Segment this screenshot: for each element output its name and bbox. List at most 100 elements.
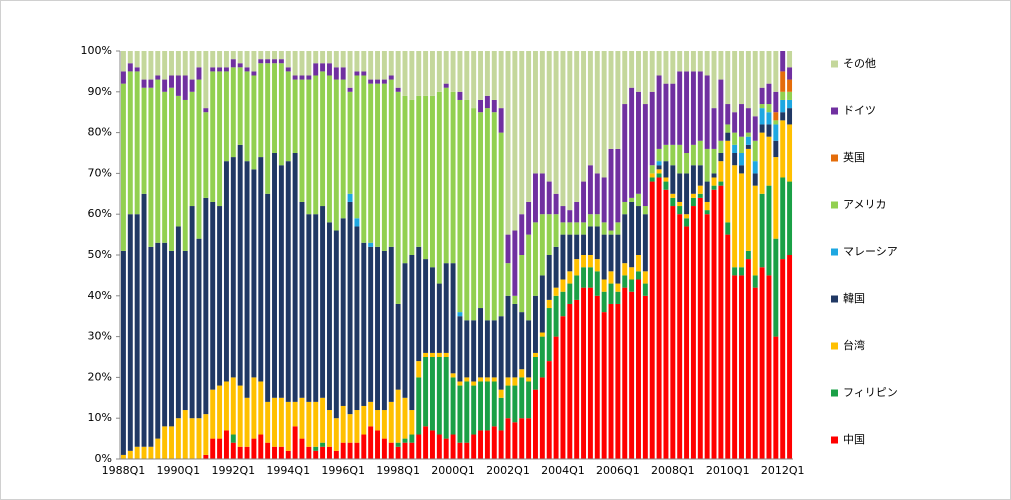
bar-segment [636, 91, 641, 194]
bar-segment [697, 140, 703, 166]
bar-segment [491, 320, 497, 378]
bar-segment [368, 242, 374, 247]
bar-segment [313, 63, 319, 76]
bar-segment [553, 51, 559, 194]
bar-segment [505, 263, 511, 296]
bar-segment [223, 161, 229, 382]
bar-segment [436, 51, 442, 92]
bar-segment [581, 267, 587, 288]
bar-segment [560, 206, 566, 223]
bar-segment [141, 79, 147, 88]
bar-segment [127, 51, 133, 64]
bar-segment [354, 226, 360, 411]
bar-segment [567, 271, 573, 284]
bar-segment [567, 234, 573, 272]
bar-segment [182, 410, 188, 459]
bar-segment [608, 51, 614, 149]
bar-segment [272, 446, 277, 459]
bar-segment [787, 124, 793, 182]
bar-segment [745, 259, 751, 459]
bar-segment [127, 71, 133, 215]
bar-segment [134, 446, 140, 459]
bar-segment [574, 259, 580, 276]
bar-segment [663, 161, 669, 178]
bar-segment [526, 381, 532, 419]
bar-segment [677, 144, 683, 174]
bar-segment [484, 95, 490, 109]
bar-segment [512, 51, 518, 231]
bar-segment [787, 51, 793, 68]
bar-segment [759, 132, 765, 194]
bar-segment [546, 361, 552, 459]
bar-segment [608, 230, 614, 235]
bar-segment [265, 401, 271, 443]
legend-swatch [831, 389, 838, 397]
bar-segment [127, 63, 133, 72]
bar-segment [381, 79, 387, 84]
bar-segment [519, 214, 525, 255]
bar-segment [230, 51, 236, 60]
bar-segment [244, 397, 250, 447]
bar-segment [402, 442, 408, 459]
bar-segment [732, 132, 738, 145]
bar-segment [704, 148, 710, 182]
bar-segment [223, 71, 229, 162]
bar-segment [601, 177, 607, 223]
bar-segment [766, 185, 772, 276]
bar-segment [416, 95, 422, 247]
bar-segment [478, 430, 484, 459]
bar-segment [443, 51, 449, 84]
bar-segment [326, 222, 332, 411]
bar-segment [375, 79, 380, 84]
bar-segment [526, 201, 532, 235]
bar-segment [725, 234, 731, 459]
bar-segment [704, 51, 710, 76]
bar-segment [587, 165, 593, 215]
bar-segment [533, 295, 538, 353]
bar-segment [512, 303, 518, 378]
bar-segment [498, 132, 504, 317]
bar-segment [690, 71, 696, 145]
bar-segment [340, 218, 346, 406]
bar-segment [759, 51, 765, 88]
bar-segment [436, 434, 442, 459]
x-tick-label: 2004Q1 [541, 464, 585, 477]
bar-segment [670, 51, 676, 84]
bar-segment [237, 144, 243, 386]
bar-segment [134, 67, 140, 72]
bar-segment [636, 51, 641, 92]
bar-segment [429, 95, 435, 268]
bar-segment [560, 222, 566, 235]
bar-segment [320, 51, 326, 64]
bar-segment [443, 83, 449, 88]
bar-segment [230, 442, 236, 459]
bar-segment [354, 51, 360, 72]
bar-segment [320, 206, 326, 398]
bar-segment [766, 51, 772, 84]
bar-segment [416, 377, 422, 435]
bar-segment [196, 418, 202, 459]
bar-segment [636, 279, 641, 459]
bar-segment [285, 161, 291, 402]
bar-segment [162, 79, 168, 92]
bar-segment [347, 414, 353, 443]
bar-segment [423, 426, 429, 459]
bar-segment [670, 193, 676, 198]
bar-segment [251, 71, 257, 76]
bar-segment [732, 153, 738, 166]
bar-segment [244, 67, 250, 72]
bar-segment [464, 381, 470, 443]
bar-segment [395, 442, 401, 447]
bar-segment [409, 434, 415, 443]
legend-swatch [831, 201, 838, 209]
bar-segment [649, 91, 655, 166]
bar-segment [155, 242, 161, 439]
bar-segment [752, 116, 758, 141]
bar-segment [361, 434, 367, 459]
bar-segment [711, 185, 717, 190]
bar-segment [752, 140, 758, 162]
bar-segment [120, 454, 126, 459]
bar-segment [533, 173, 538, 223]
y-tick-label: 90% [88, 85, 112, 98]
